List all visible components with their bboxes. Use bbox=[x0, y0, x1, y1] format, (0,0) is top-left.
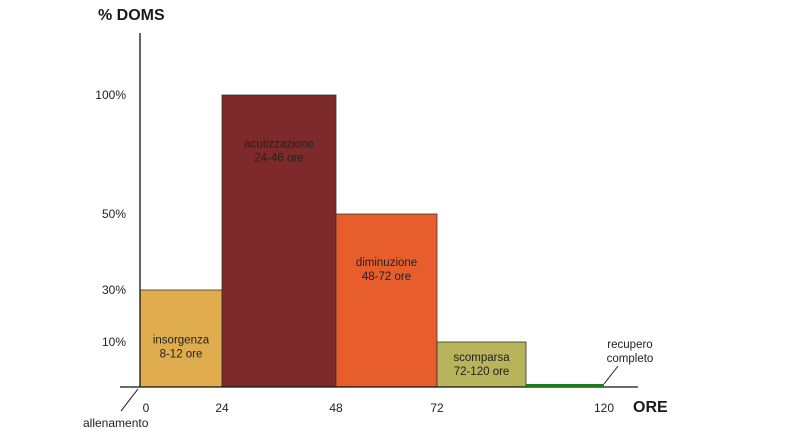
x-ticks-group: 0 24 48 72 120 bbox=[143, 401, 615, 415]
bar-acutizzazione bbox=[221, 94, 337, 388]
bar-label-insorgenza: insorgenza bbox=[153, 334, 210, 346]
bars-group: insorgenza 8-12 ore acutizzazione 24-46 ore… bbox=[139, 94, 527, 388]
y-axis-title: % DOMS bbox=[98, 7, 165, 24]
recovery-label-line2: completo bbox=[607, 353, 654, 365]
bar-range-insorgenza: 8-12 ore bbox=[160, 348, 203, 360]
x-tick-label: 0 bbox=[143, 401, 150, 415]
x-tick-label: 48 bbox=[329, 401, 343, 415]
x-tick-label: 120 bbox=[594, 401, 614, 415]
origin-label: allenamento bbox=[83, 416, 149, 430]
bar-scomparsa bbox=[436, 341, 527, 388]
y-tick-label: 100% bbox=[95, 88, 126, 102]
bar-range-diminuzione: 48-72 ore bbox=[362, 271, 411, 283]
bar-insorgenza bbox=[139, 289, 223, 388]
recovery-group: recupero completo bbox=[526, 339, 654, 387]
bar-label-scomparsa: scomparsa bbox=[453, 352, 510, 364]
y-tick-label: 10% bbox=[102, 335, 126, 349]
origin-pointer-line bbox=[120, 388, 139, 412]
y-tick-label: 50% bbox=[102, 207, 126, 221]
x-tick-label: 72 bbox=[430, 401, 444, 415]
bar-diminuzione bbox=[335, 213, 438, 388]
y-tick-label: 30% bbox=[102, 283, 126, 297]
bar-range-acutizzazione: 24-46 ore bbox=[254, 153, 303, 165]
x-tick-label: 24 bbox=[215, 401, 229, 415]
y-ticks-group: 10% 30% 50% 100% bbox=[95, 88, 126, 349]
bar-label-diminuzione: diminuzione bbox=[356, 257, 417, 269]
recovery-pointer-line bbox=[603, 365, 619, 385]
recovery-label-line1: recupero bbox=[607, 339, 652, 351]
bar-label-acutizzazione: acutizzazione bbox=[244, 139, 314, 151]
bar-range-scomparsa: 72-120 ore bbox=[454, 366, 510, 378]
x-axis-title: ORE bbox=[633, 399, 668, 416]
